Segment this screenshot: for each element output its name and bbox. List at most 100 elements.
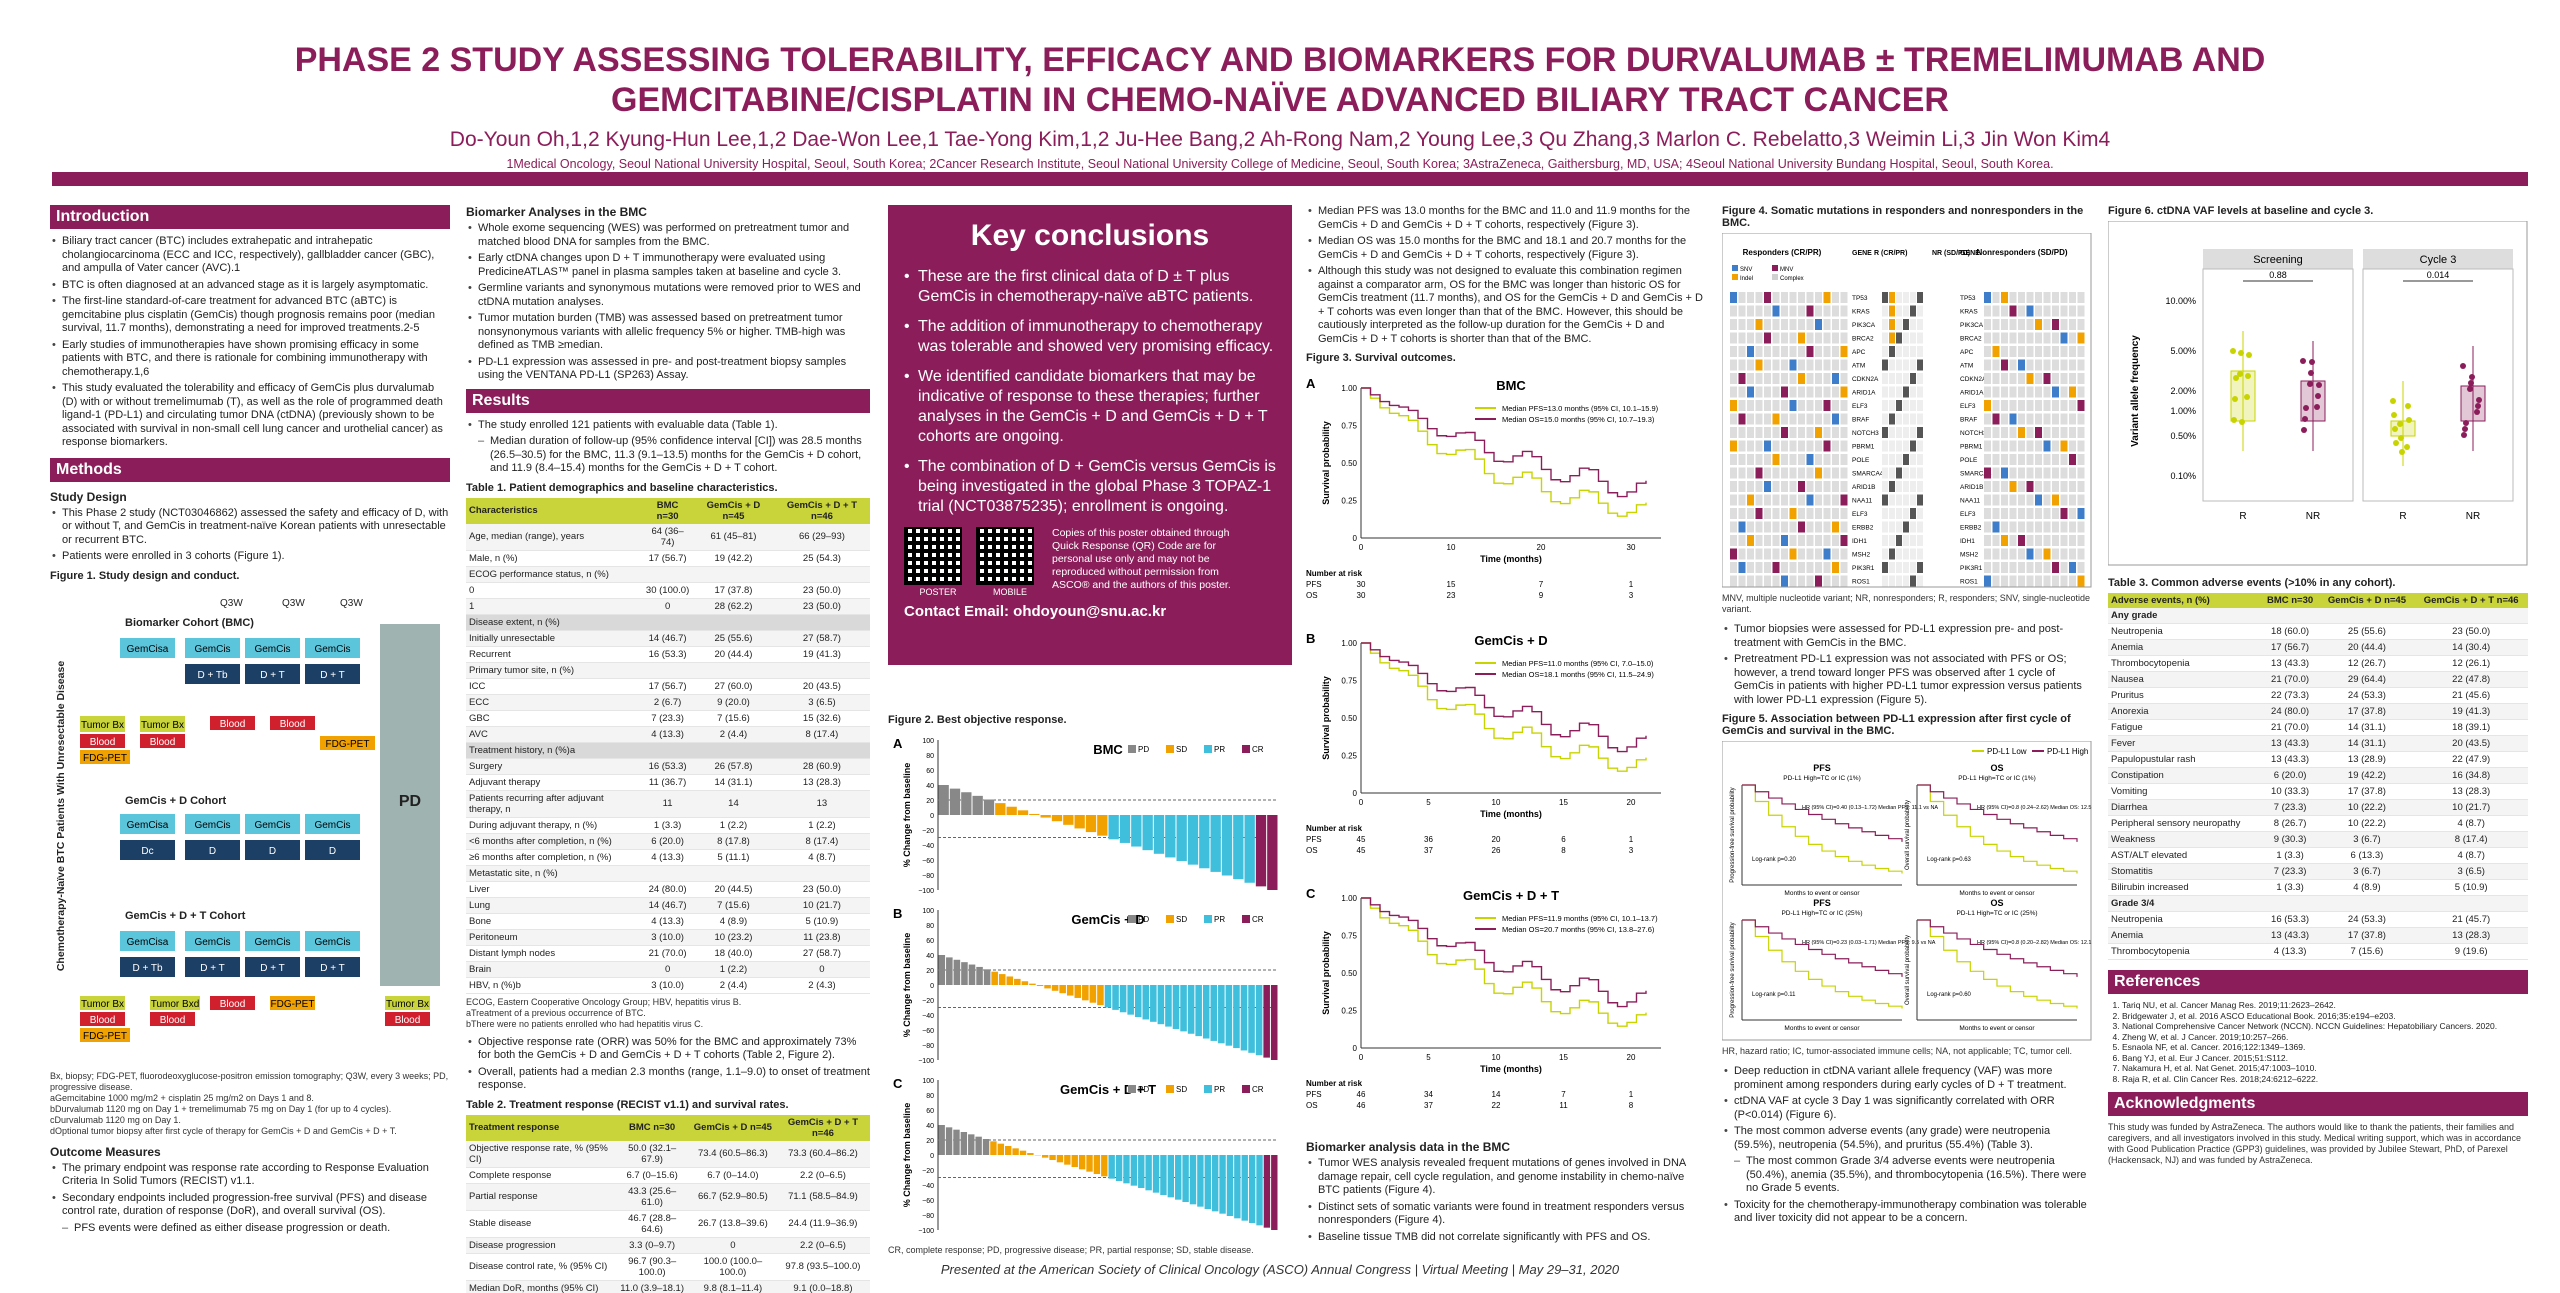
fig4-cell	[2035, 359, 2042, 371]
table-cell: 17 (37.8)	[693, 582, 774, 599]
fig4-cell	[1772, 467, 1780, 479]
bio-item: Early ctDNA changes upon D + T immunothe…	[466, 252, 870, 279]
fig5-panel-sub: PD-L1 High=TC or IC (25%)	[1956, 910, 2037, 917]
fig4-cell	[1747, 346, 1754, 357]
fig1-tumor-bx-label: Tumor Bx	[386, 999, 429, 1010]
fig5-ylabel: Overall survival probability	[1905, 800, 1911, 870]
fig4-cell	[2001, 535, 2008, 546]
fig2-legend-swatch	[1242, 915, 1250, 923]
fig2-bar	[1074, 985, 1082, 998]
fig4-cell	[1764, 346, 1771, 357]
fig4-gene-left: PBRM1	[1852, 444, 1875, 451]
qr-mobile-icon[interactable]	[976, 527, 1034, 585]
table-cell: 14 (31.1)	[2319, 735, 2415, 752]
fig2-bar	[1123, 1155, 1130, 1184]
table-cell: Partial response	[466, 1183, 615, 1211]
fig2-ytick: −100	[918, 888, 934, 895]
ref-item: Bang YJ, et al. Eur J Cancer. 2015;51:S1…	[2122, 1053, 2528, 1064]
fig4-cell	[1832, 494, 1839, 506]
fig2-bar	[1240, 985, 1248, 1051]
fig1-blood-label: Blood	[220, 719, 246, 730]
fig4-cell	[2035, 332, 2042, 344]
fig4-cell	[1992, 413, 2000, 425]
fig4-cell	[1815, 467, 1822, 479]
fig4-cell	[1823, 454, 1831, 465]
fig4-cell	[2043, 373, 2051, 384]
fig4-gene-left: BRCA2	[1852, 336, 1874, 343]
fig4-cell	[2035, 319, 2042, 330]
fig4-cell	[1738, 440, 1746, 452]
fig6-point	[2390, 398, 2396, 404]
fig2-bar	[1059, 985, 1066, 994]
qr-poster[interactable]: POSTER	[904, 527, 972, 597]
fig4-cell	[1781, 562, 1788, 573]
table-cell: 3 (10.0)	[642, 929, 694, 946]
fig6-pval: 0.014	[2427, 270, 2450, 280]
table-row: Recurrent 16 (53.3) 20 (44.4) 19 (41.3)	[466, 646, 870, 663]
fig4-mid-cell	[1896, 575, 1902, 587]
fig4-cell	[2077, 332, 2085, 344]
qr-mobile[interactable]: MOBILE	[976, 527, 1044, 597]
fig4-cell	[1789, 427, 1797, 438]
fig4-cell	[1747, 575, 1754, 587]
fig4-gene-left: ARID1B	[1852, 484, 1875, 491]
fig4-cell	[2052, 481, 2059, 492]
fig3-risk-value: 45	[1357, 846, 1366, 855]
fig4-cell	[2009, 535, 2017, 546]
fig4-cell	[1764, 332, 1771, 344]
fig4-cell	[1806, 548, 1814, 560]
table-cell: 17 (56.7)	[642, 678, 694, 695]
fig1-blood-box	[385, 1011, 430, 1026]
fig4-cell	[2001, 373, 2008, 384]
fig4-cell	[1992, 359, 2000, 371]
fig5-panel-sub: PD-L1 High=TC or IC (1%)	[1783, 775, 1860, 782]
fig4-cell	[1806, 359, 1814, 371]
fig4-cell	[2052, 562, 2059, 573]
fig2-bar	[1226, 1155, 1234, 1216]
table-cell: 100.0 (100.0–100.0)	[689, 1253, 776, 1281]
fig4-cell	[1772, 481, 1780, 492]
fig2-bar	[997, 1143, 1005, 1155]
fig4-gene-head: GENE	[1960, 250, 1980, 257]
ref-item: Raja R, et al. Clin Cancer Res. 2018;24:…	[2122, 1074, 2528, 1085]
fig2-bar	[1199, 815, 1210, 869]
table-row: 0 30 (100.0) 17 (37.8) 23 (50.0)	[466, 582, 870, 599]
qr-poster-icon[interactable]	[904, 527, 962, 585]
column-4: Median PFS was 13.0 months for the BMC a…	[1306, 205, 1706, 1153]
fig1-fdg-box	[270, 995, 315, 1010]
fig4-cell	[1815, 562, 1822, 573]
fig3-risk-value: 46	[1357, 1101, 1366, 1110]
table-cell: 66.7 (52.9–80.5)	[689, 1183, 776, 1211]
fig4-cell	[1755, 346, 1763, 357]
fig4-cell	[2060, 494, 2068, 506]
fig4-cell	[2077, 413, 2085, 425]
fig4-cell	[1984, 562, 1991, 573]
fig6-point	[2303, 405, 2309, 411]
fig2-bar	[1086, 1155, 1093, 1172]
contact-email[interactable]: Contact Email: ohdoyoun@snu.ac.kr	[904, 603, 1167, 620]
fig6-point	[2460, 363, 2466, 369]
fig4-gene-right: NOTCH3	[1960, 430, 1987, 437]
fig4-cell	[1781, 359, 1788, 371]
fig4-cell	[1832, 332, 1839, 344]
fig1-blood-box	[80, 1011, 125, 1026]
fig4-mid-cell	[1903, 508, 1909, 519]
fig2-bar	[1175, 1155, 1182, 1200]
fig4-cell	[1992, 562, 2000, 573]
fig4-cell	[2001, 305, 2008, 317]
fig4-cell	[2009, 454, 2017, 465]
fig3-ytick: 1.00	[1341, 384, 1357, 393]
fig3-risk-value: 3	[1629, 591, 1634, 600]
fig4-cell	[1772, 386, 1780, 398]
fig4-cell	[1781, 508, 1788, 519]
fig5-panel-title: PFS	[1813, 763, 1831, 773]
fig2-ytick: 20	[926, 798, 934, 805]
fig4-cell	[2026, 305, 2034, 317]
fig1-notes: Bx, biopsy; FDG-PET, fluorodeoxyglucose-…	[50, 1071, 450, 1137]
ref-item: Nakamura H, et al. Nat Genet. 2015;47:10…	[2122, 1063, 2528, 1074]
table-cell: 30 (100.0)	[642, 582, 694, 599]
table-cell: 11.0 (3.9–18.1)	[614, 1280, 690, 1293]
fig3-risk-value: 30	[1357, 591, 1366, 600]
intro-item: Early studies of immunotherapies have sh…	[50, 339, 450, 380]
